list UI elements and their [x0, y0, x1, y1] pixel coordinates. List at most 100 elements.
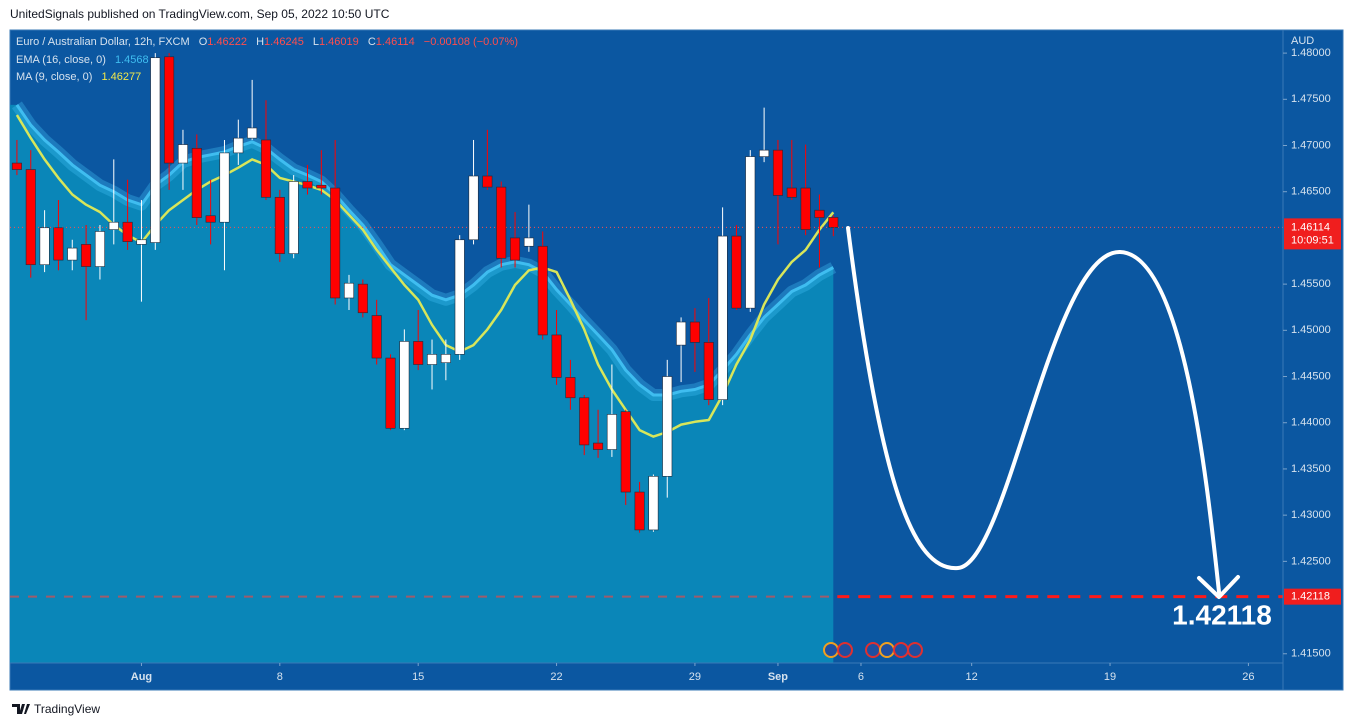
candle-body [274, 196, 285, 254]
candle-body [205, 215, 216, 223]
candle-body [233, 137, 244, 154]
x-tick-label: 29 [689, 671, 701, 683]
candle-body [717, 235, 728, 400]
y-tick-label: 1.44000 [1291, 417, 1331, 429]
brand-name: TradingView [34, 702, 100, 716]
ema-value: 1.4568 [115, 54, 149, 66]
candle-body [496, 186, 507, 259]
x-tick-label: Sep [768, 671, 788, 683]
y-tick-label: 1.43000 [1291, 509, 1331, 521]
close-value: 1.46114 [376, 36, 415, 48]
ma-name: MA (9, close, 0) [16, 71, 92, 83]
candle-body [219, 152, 230, 223]
candle-body [620, 411, 631, 493]
candle-body [703, 342, 714, 400]
x-tick-label: 8 [277, 671, 283, 683]
change-value: −0.00108 (−0.07%) [424, 36, 518, 48]
close-prefix: C [368, 36, 376, 48]
countdown-label: 10:09:51 [1291, 234, 1334, 246]
high-prefix: H [256, 36, 264, 48]
candle-body [648, 476, 659, 531]
x-tick-label: 26 [1242, 671, 1254, 683]
event-icon [837, 642, 853, 658]
candle-body [468, 175, 479, 241]
candle-body [357, 283, 368, 314]
candle-body [482, 175, 493, 188]
open-value: 1.46222 [207, 36, 247, 48]
plot-layer [10, 104, 834, 663]
candle-body [371, 315, 382, 359]
event-icon [907, 642, 923, 658]
y-tick-label: 1.41500 [1291, 648, 1331, 660]
candle-body [579, 397, 590, 446]
candle-body [634, 491, 645, 531]
legend-ma: MA (9, close, 0) 1.46277 [16, 71, 141, 83]
ma-value: 1.46277 [101, 71, 141, 83]
candle-body [454, 239, 465, 355]
x-tick-label: 19 [1104, 671, 1116, 683]
low-prefix: L [313, 36, 319, 48]
candle-body [814, 209, 825, 218]
candle-body [551, 334, 562, 378]
candle-body [67, 247, 78, 261]
candle-body [413, 341, 424, 365]
candle-body [330, 187, 341, 299]
candle-body [565, 377, 576, 399]
y-tick-label: 1.45000 [1291, 324, 1331, 336]
legend-main: Euro / Australian Dollar, 12h, FXCM O1.4… [16, 36, 518, 48]
candle-body [25, 169, 36, 266]
y-tick-label: 1.45500 [1291, 278, 1331, 290]
axis-layer: 1.41500 1.42500 1.43000 1.43500 1.44000 1.445… [10, 30, 1341, 690]
candle-body [260, 139, 271, 198]
legend: Euro / Australian Dollar, 12h, FXCM O1.4… [16, 36, 518, 83]
event-icon [865, 642, 881, 658]
candle-body [136, 239, 147, 245]
candle-body [164, 56, 175, 164]
candle-body [759, 149, 770, 157]
y-tick-label: 1.44500 [1291, 370, 1331, 382]
candle-body [676, 321, 687, 346]
symbol-title: Euro / Australian Dollar, 12h, FXCM [16, 36, 190, 48]
candle-body [662, 376, 673, 477]
candle-body [39, 227, 50, 266]
forecast-curve [846, 226, 1221, 594]
event-icon [823, 642, 839, 658]
candle-body [302, 181, 313, 189]
target-annotation: 1.42118 [1172, 599, 1272, 630]
x-tick-label: 15 [412, 671, 424, 683]
candle-body [53, 227, 64, 261]
candle-body [606, 414, 617, 450]
candle-body [399, 341, 410, 429]
legend-ema: EMA (16, close, 0) 1.4568 [16, 54, 149, 66]
candle-body [786, 187, 797, 198]
candle-body [800, 187, 811, 230]
candle-body [523, 237, 534, 247]
target-price-tag [1284, 588, 1341, 605]
y-tick-label: 1.46500 [1291, 186, 1331, 198]
candle-body [689, 321, 700, 343]
high-value: 1.46245 [264, 36, 304, 48]
candle-body [344, 282, 355, 299]
candle-body [427, 354, 438, 365]
candle-body [177, 144, 188, 164]
candle-body [191, 147, 202, 218]
candle-body [828, 217, 839, 228]
x-tick-label: Aug [131, 671, 152, 683]
candle-body [108, 221, 119, 230]
y-tick-label: 1.47000 [1291, 139, 1331, 151]
candle-body [316, 184, 327, 189]
publisher-line: UnitedSignals published on TradingView.c… [10, 7, 390, 21]
candle-body [731, 235, 742, 309]
candle-body [385, 357, 396, 429]
x-tick-label: 12 [966, 671, 978, 683]
candle-body [537, 245, 548, 336]
candle-body [745, 156, 756, 309]
low-value: 1.46019 [319, 36, 359, 48]
event-icon [893, 642, 909, 658]
candle-body [593, 442, 604, 450]
target-price-label: 1.42118 [1291, 591, 1330, 603]
current-price-tag [1284, 218, 1341, 250]
x-tick-label: 6 [858, 671, 864, 683]
currency-label: AUD [1291, 35, 1314, 47]
